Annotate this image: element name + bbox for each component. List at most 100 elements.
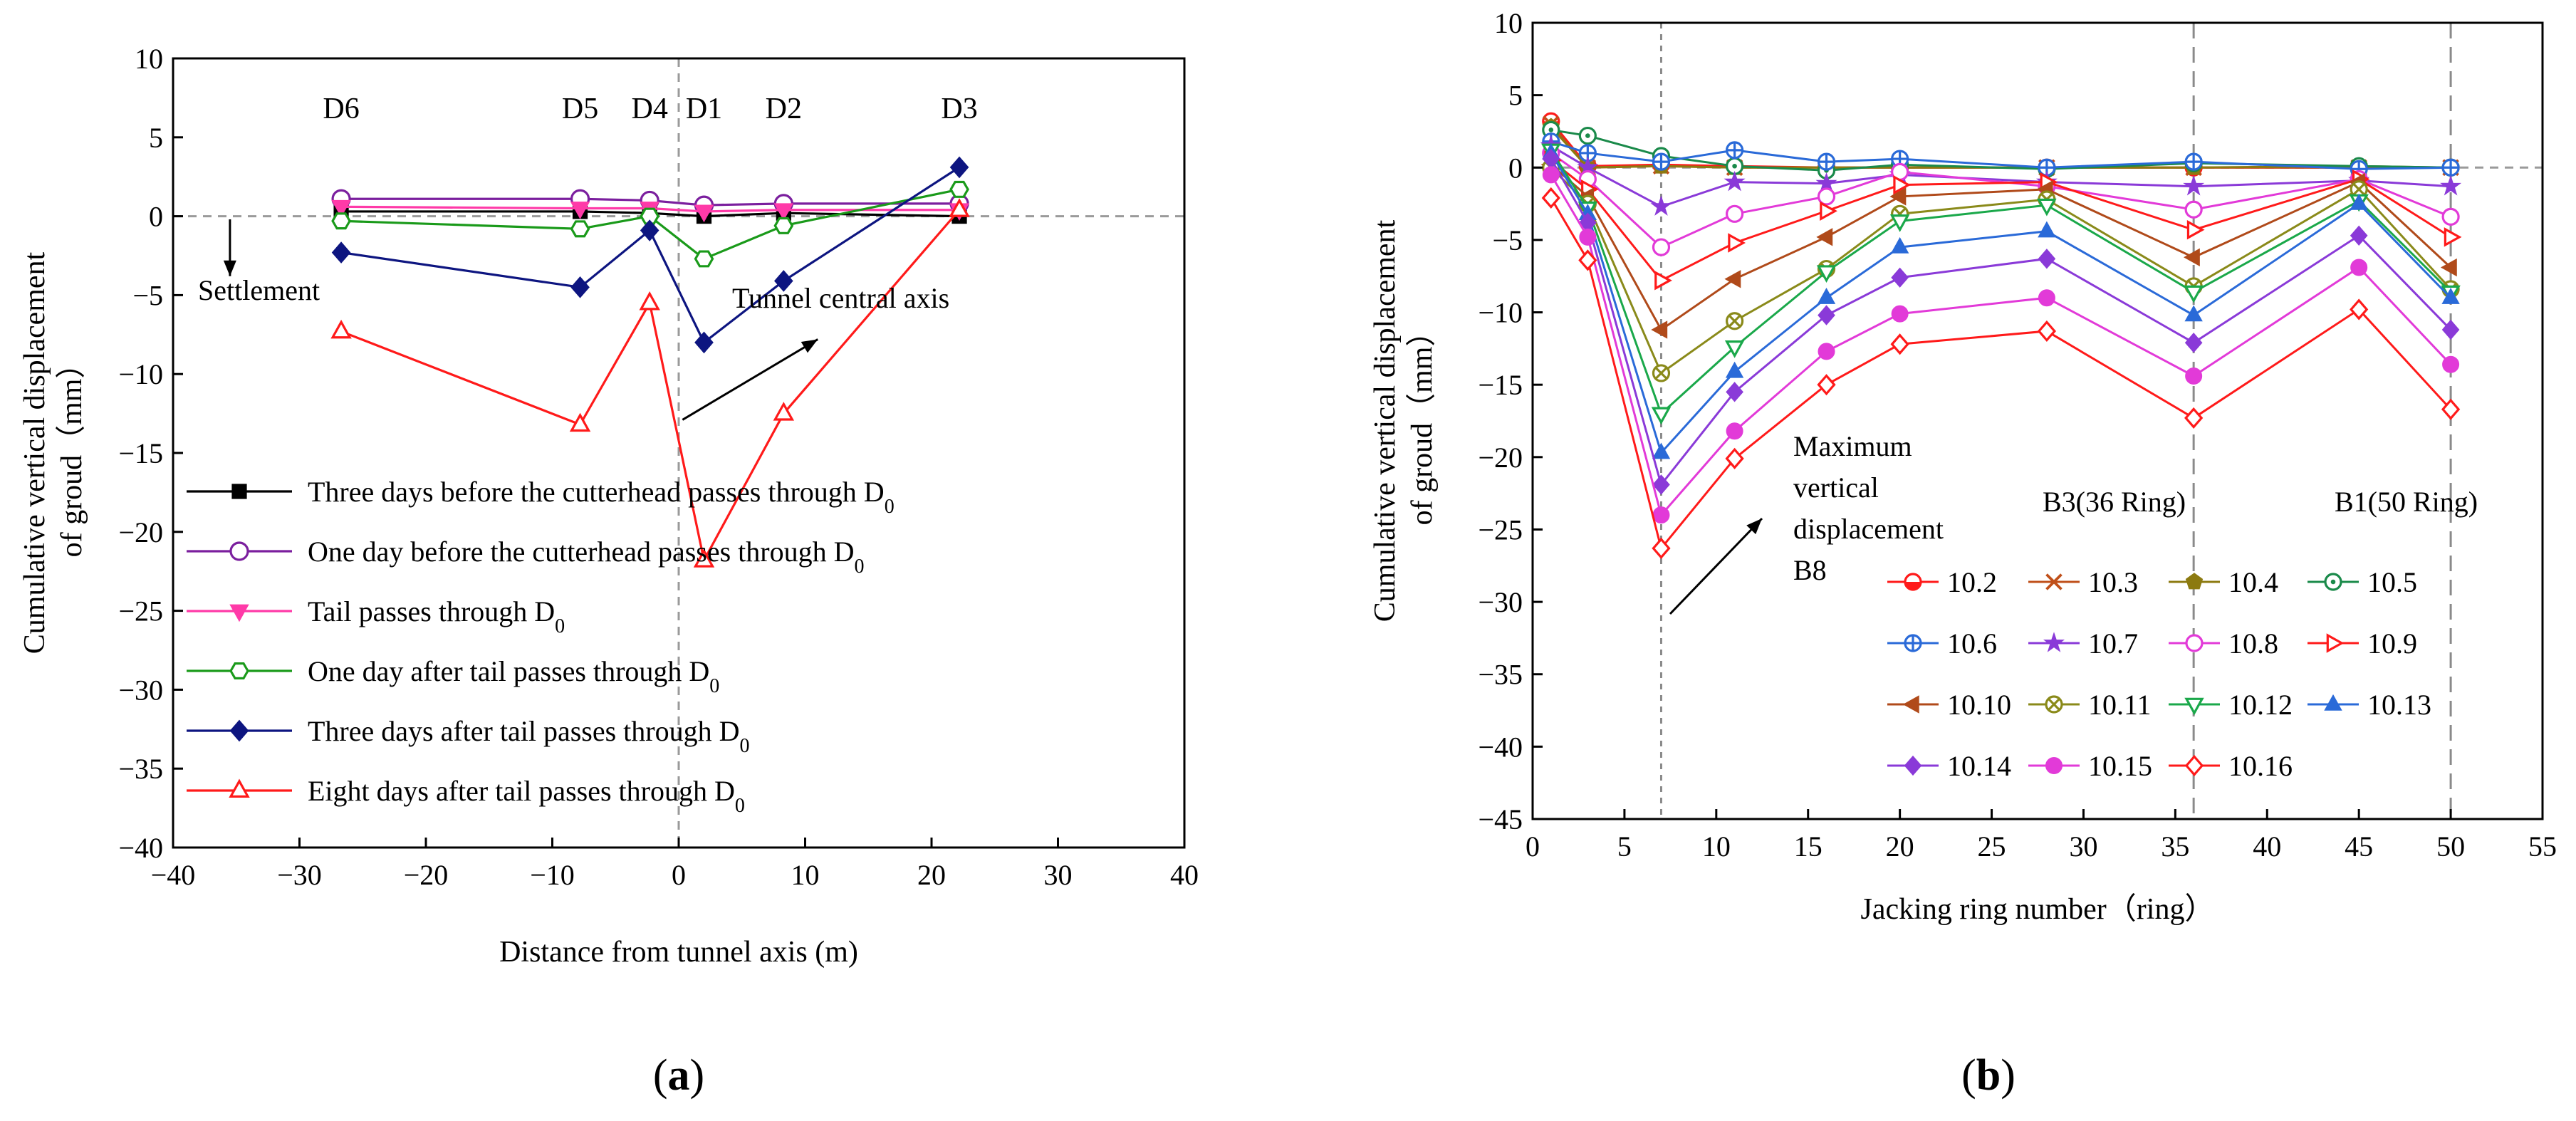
data-point — [694, 204, 714, 223]
tunnel-axis-arrow — [682, 338, 819, 421]
data-point — [1726, 422, 1743, 440]
max-displacement-arrow — [1669, 517, 1763, 615]
x-tick-label: −40 — [151, 859, 196, 891]
legend-subscript: 0 — [855, 556, 865, 578]
x-tick-label: 30 — [1044, 859, 1073, 891]
legend-marker — [229, 541, 249, 561]
panel-a-annotation-arrows — [223, 219, 819, 421]
series-line — [341, 205, 960, 213]
max-displacement-annotation: Maximum vertical displacement B8 — [1793, 430, 1944, 586]
series-line — [1550, 123, 2451, 169]
y-tick-label: −25 — [118, 595, 163, 627]
panel-b-series — [1540, 112, 2462, 559]
data-point — [1891, 305, 1909, 323]
legend-marker — [2185, 573, 2204, 590]
y-tick-label: −20 — [118, 516, 163, 548]
x-tick-label: −10 — [530, 859, 575, 891]
data-point — [1725, 361, 1744, 378]
data-point — [1817, 374, 1836, 396]
y-tick-label: −5 — [132, 279, 163, 311]
panel-b-annotations: Maximum vertical displacement B8 B3(36 Ring)… — [1669, 430, 2478, 615]
data-point — [570, 202, 590, 219]
legend-marker — [2043, 632, 2065, 652]
series-line — [341, 197, 960, 207]
data-point — [1652, 238, 1671, 256]
data-point — [1652, 474, 1670, 495]
data-point — [2350, 180, 2368, 199]
data-point — [2350, 225, 2368, 246]
series-10.7 — [1540, 134, 2462, 216]
legend-entry: 10.11 — [2028, 689, 2152, 721]
max-displacement-line: vertical — [1793, 471, 1879, 504]
data-point — [2440, 258, 2457, 277]
data-point — [2184, 152, 2203, 171]
data-point — [2186, 219, 2205, 240]
data-point — [1725, 447, 1744, 469]
data-point — [1816, 228, 1833, 246]
data-point — [2185, 367, 2203, 385]
x-tick-label: 0 — [1526, 830, 1540, 862]
data-point — [773, 217, 794, 234]
max-displacement-line: displacement — [1793, 513, 1944, 545]
y-tick-label: 10 — [135, 43, 163, 75]
data-point — [1650, 195, 1672, 216]
data-point — [1726, 382, 1743, 402]
data-point — [2442, 355, 2460, 373]
panel-b-ticks: 0 5 10 15 20 25 30 35 40 45 50 551050−5−10−15−20−25… — [1478, 7, 2557, 862]
legend-marker — [231, 484, 247, 499]
data-point — [640, 219, 659, 241]
x-tick-label: 10 — [791, 859, 820, 891]
data-point — [1579, 228, 1597, 246]
data-point — [694, 250, 714, 268]
legend-label: 10.15 — [2088, 750, 2152, 782]
legend-entry: 10.4 — [2169, 566, 2278, 598]
data-point — [2037, 198, 2057, 217]
data-point — [1889, 187, 1907, 206]
series-line — [1550, 174, 2452, 518]
data-point — [694, 331, 714, 354]
legend-subscript: 0 — [709, 675, 719, 697]
x-tick-label: 25 — [1978, 830, 2006, 862]
max-displacement-line: B8 — [1793, 554, 1827, 586]
data-point — [949, 156, 969, 179]
data-point — [2183, 174, 2205, 196]
legend-marker — [1904, 634, 1922, 652]
legend-marker — [2324, 573, 2342, 591]
legend-label: Three days before the cutterhead passes … — [308, 476, 895, 518]
legend-entry: 10.16 — [2169, 750, 2293, 782]
legend-entry: 10.3 — [2028, 566, 2138, 598]
series-line — [341, 210, 960, 218]
y-tick-label: −15 — [118, 437, 163, 469]
y-tick-label: −45 — [1478, 803, 1523, 835]
data-point — [2441, 207, 2460, 226]
data-point — [1890, 333, 1909, 355]
data-point — [1817, 288, 1836, 304]
series-line — [1550, 158, 2452, 487]
data-point — [1578, 249, 1597, 271]
panel-a-y-axis-label-line2: of groud（mm） — [56, 349, 88, 558]
y-tick-label: −30 — [118, 674, 163, 706]
data-point — [330, 319, 352, 339]
data-point — [2184, 285, 2204, 303]
series-line — [1550, 152, 2452, 455]
series-line — [1550, 140, 2451, 170]
data-point — [2441, 319, 2460, 340]
legend-entry: 10.15 — [2028, 750, 2152, 782]
y-tick-label: −15 — [1478, 369, 1523, 401]
x-tick-label: 10 — [1702, 830, 1731, 862]
data-point — [1652, 442, 1671, 459]
legend-label: 10.7 — [2088, 627, 2138, 659]
data-point — [2441, 398, 2461, 420]
data-point — [2441, 158, 2460, 177]
x-tick-label: 55 — [2528, 830, 2557, 862]
legend-marker — [229, 778, 250, 798]
panel-b-caption: (b) — [1961, 1051, 2016, 1100]
x-tick-label: 30 — [2069, 830, 2097, 862]
panel-b: 0 5 10 15 20 25 30 35 40 45 50 551050−5−10−15−20−25… — [1369, 7, 2557, 1100]
data-point — [2350, 259, 2368, 276]
data-point — [1652, 152, 1671, 171]
panel-a-x-axis-label: Distance from tunnel axis (m) — [499, 936, 858, 969]
data-point — [1818, 305, 1835, 325]
series-line — [1550, 197, 2452, 551]
